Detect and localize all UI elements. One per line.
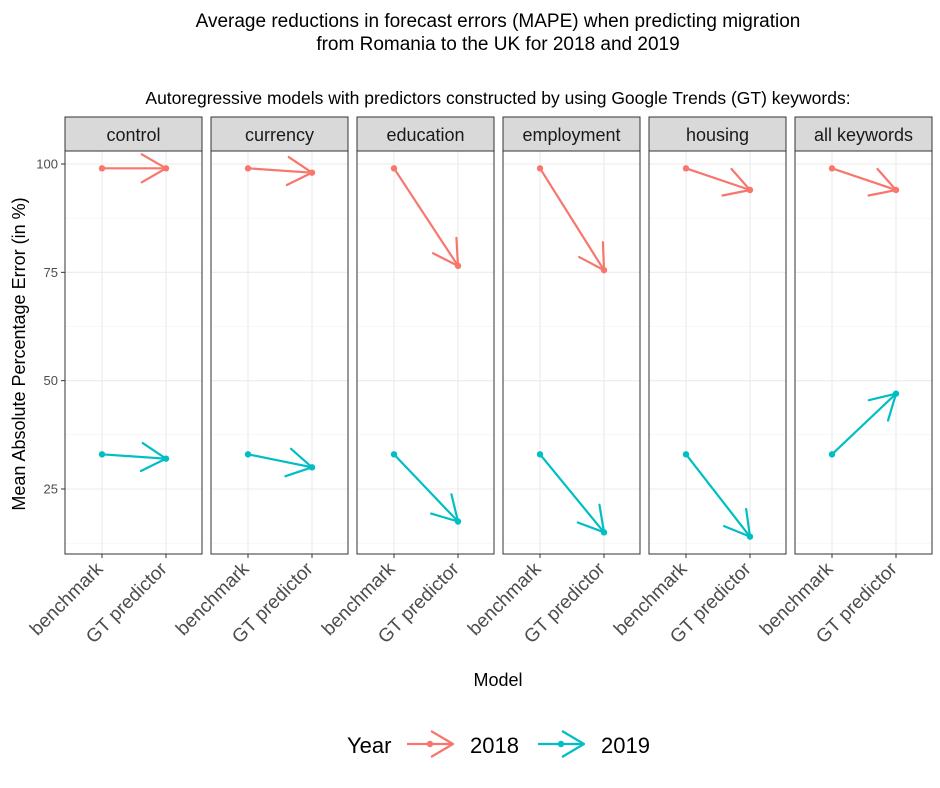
arrow-2018-currency-start-point: [244, 165, 252, 172]
y-tick-label: 50: [44, 373, 58, 388]
facet-border: [356, 150, 495, 555]
arrow-2019-employment: [536, 451, 608, 536]
arrow-2018-currency: [244, 155, 316, 187]
arrow-2018-employment: [536, 165, 608, 274]
arrow-2018-control-start-point: [98, 165, 106, 172]
arrow-2018-employment-start-point: [536, 165, 544, 172]
legend-title: Year: [347, 733, 391, 758]
legend-item-2019: 2019: [538, 730, 650, 758]
arrow-2019-education: [390, 451, 462, 525]
arrow-2018-housing: [682, 165, 754, 197]
arrow-2018-education-start-point: [390, 165, 398, 172]
arrow-2018-housing-start-point: [682, 165, 690, 172]
arrow-2019-housing-end-point: [746, 533, 754, 540]
arrow-2018-employment-end-point: [600, 266, 608, 274]
facet-border: [794, 150, 933, 555]
arrow-2019-all-keywords-end-point: [892, 390, 900, 397]
facet-panel: [65, 151, 202, 554]
arrow-2018-control-end-point: [162, 165, 170, 172]
arrow-2019-education-end-point: [454, 518, 462, 525]
arrow-2018-all-keywords-start-point: [828, 165, 836, 172]
arrow-2018-currency-end-point: [308, 169, 316, 176]
y-tick-label: 75: [44, 265, 58, 280]
arrow-2019-education-start-point: [390, 451, 398, 458]
legend-key-arrowhead: [561, 730, 586, 758]
y-tick-label: 25: [44, 482, 58, 497]
facet-border: [648, 150, 787, 555]
arrow-2018-control: [98, 153, 170, 184]
chart-subtitle: Autoregressive models with predictors co…: [145, 88, 850, 108]
arrow-2019-control-start-point: [98, 451, 106, 458]
x-axis-title: Model: [473, 670, 522, 690]
arrow-2018-education: [390, 165, 462, 270]
legend: Year 2018 2019: [347, 730, 650, 758]
arrow-2019-all-keywords: [828, 390, 900, 458]
arrow-2018-all-keywords-end-point: [892, 186, 900, 194]
facet-strip: [502, 116, 641, 152]
facet-strip: [356, 116, 495, 152]
facet-border: [502, 150, 641, 555]
arrow-2019-control: [98, 441, 170, 473]
chart-title-line-2: from Romania to the UK for 2018 and 2019: [316, 34, 679, 55]
facet-strip: [210, 116, 349, 152]
arrow-2019-currency-start-point: [244, 451, 252, 458]
facet-strip-label: all keywords: [814, 125, 913, 145]
legend-key-point: [557, 740, 565, 748]
facet-strip: [794, 116, 933, 152]
arrow-2019-employment-end-point: [600, 529, 608, 536]
arrow-2018-education-end-point: [454, 262, 462, 270]
arrow-2019-control-end-point: [162, 455, 170, 462]
arrow-2018-housing-end-point: [746, 186, 754, 194]
facet-panel: [357, 151, 494, 554]
arrow-2019-currency-end-point: [308, 464, 316, 471]
arrow-2018-all-keywords: [828, 165, 900, 197]
legend-label: 2018: [470, 733, 519, 758]
y-axis: 25 50 75 100: [36, 157, 65, 497]
legend-key-arrowhead: [430, 730, 455, 758]
legend-label: 2019: [601, 733, 650, 758]
facet-border: [64, 150, 203, 555]
arrow-2019-currency: [244, 447, 316, 478]
legend-item-2018: 2018: [407, 730, 519, 758]
y-axis-title: Mean Absolute Percentage Error (in %): [9, 197, 29, 510]
facet-border: [210, 150, 349, 555]
legend-key-point: [426, 740, 434, 748]
facet-strip-label: control: [106, 125, 160, 145]
facet-strip-label: education: [386, 125, 464, 145]
arrow-2019-housing-start-point: [682, 451, 690, 458]
arrow-2019-all-keywords-start-point: [828, 451, 836, 458]
y-tick-label: 100: [36, 157, 58, 172]
facet-panel: [211, 151, 348, 554]
arrow-2019-housing: [682, 451, 754, 540]
chart-title-line-1: Average reductions in forecast errors (M…: [196, 11, 801, 32]
facet-strip-label: employment: [522, 125, 620, 145]
arrow-2019-employment-start-point: [536, 451, 544, 458]
facet-strip-label: currency: [245, 125, 314, 145]
facet-panel: [795, 151, 932, 554]
facet-strip: [648, 116, 787, 152]
facet-strip: [64, 116, 203, 152]
facet-strip-label: housing: [686, 125, 749, 145]
